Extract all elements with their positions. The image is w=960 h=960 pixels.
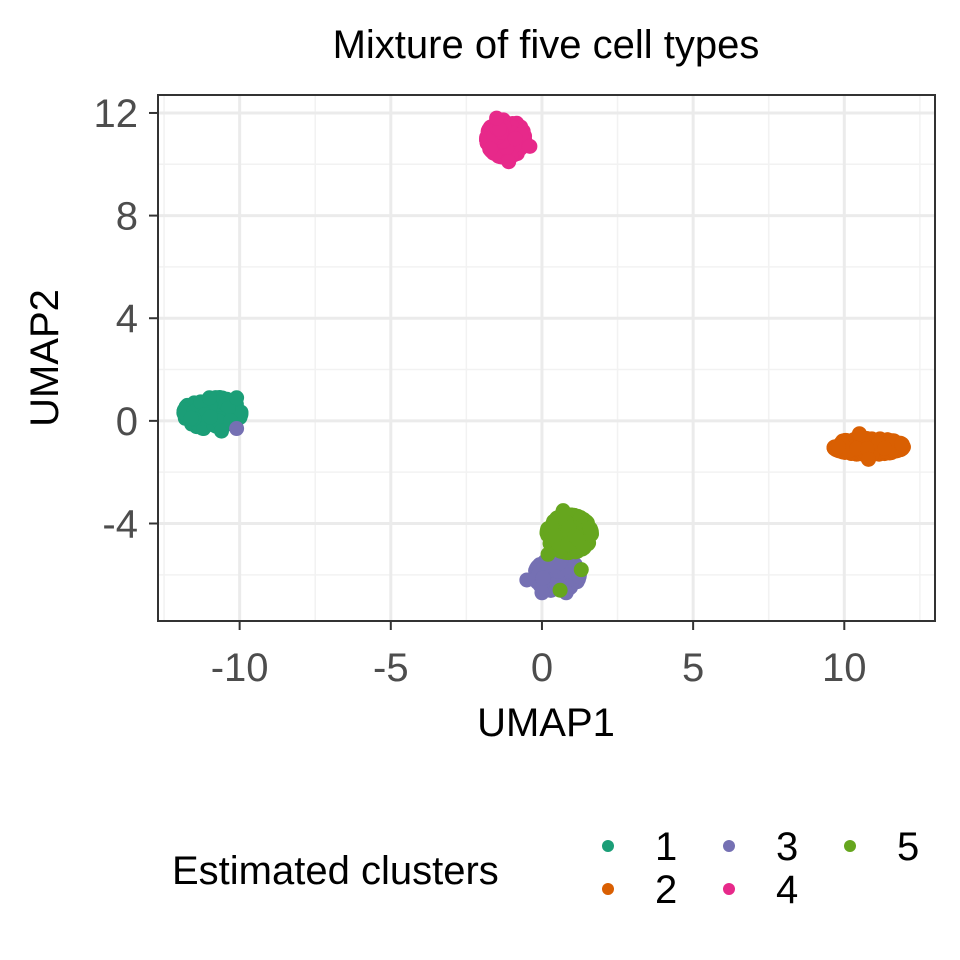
y-axis-title: UMAP2	[23, 289, 67, 427]
data-point	[483, 141, 499, 157]
y-axis: -4 0 4 8 12	[94, 92, 158, 546]
series-3	[229, 421, 587, 601]
data-point	[507, 131, 523, 147]
data-point	[233, 405, 249, 421]
data-point	[552, 582, 568, 598]
legend-label: 3	[776, 825, 798, 869]
legend-label: 2	[655, 868, 677, 912]
data-point	[213, 423, 229, 439]
plot-panel	[157, 94, 936, 622]
data-point	[830, 439, 846, 455]
chart-title: Mixture of five cell types	[333, 23, 760, 67]
data-point	[519, 572, 535, 588]
data-point	[849, 440, 865, 456]
series-5	[539, 503, 599, 598]
data-point	[894, 436, 910, 452]
legend-swatch	[602, 840, 614, 852]
y-tick-label: 0	[116, 400, 138, 444]
data-point	[535, 570, 551, 586]
x-axis-title: UMAP1	[477, 701, 615, 745]
legend-key-3: 3	[723, 825, 798, 869]
grid-major	[158, 95, 935, 621]
data-point	[201, 390, 217, 406]
panel-border	[157, 94, 936, 622]
legend-swatch	[602, 883, 614, 895]
data-point	[860, 451, 876, 467]
y-tick-label: 4	[116, 297, 138, 341]
legend-key-5: 5	[844, 825, 919, 869]
legend-label: 5	[897, 825, 919, 869]
data-point	[851, 426, 867, 442]
x-tick-label: 5	[682, 646, 704, 690]
points-layer	[176, 110, 911, 601]
legend-label: 1	[655, 825, 677, 869]
legend-title: Estimated clusters	[172, 849, 499, 893]
data-point	[534, 585, 550, 601]
data-point	[501, 154, 517, 170]
data-point	[522, 138, 538, 154]
series-2	[826, 426, 911, 467]
data-point	[582, 521, 598, 537]
data-point	[229, 421, 245, 437]
data-point	[547, 528, 563, 544]
legend-label: 4	[776, 868, 798, 912]
x-tick-label: 10	[822, 646, 867, 690]
legend-swatch	[723, 840, 735, 852]
y-tick-label: 12	[94, 92, 139, 136]
data-point	[202, 409, 218, 425]
legend-key-2: 2	[602, 868, 677, 912]
data-point	[570, 531, 586, 547]
x-tick-label: -10	[211, 646, 269, 690]
data-point	[877, 440, 893, 456]
x-tick-label: -5	[373, 646, 409, 690]
data-point	[183, 410, 199, 426]
x-tick-label: 0	[531, 646, 553, 690]
data-point	[229, 390, 245, 406]
legend-key-1: 1	[602, 825, 677, 869]
y-tick-label: -4	[102, 502, 138, 546]
legend-key-4: 4	[723, 868, 798, 912]
data-point	[489, 110, 505, 126]
data-point	[540, 546, 556, 562]
x-axis: -10 -5 0 5 10	[211, 621, 867, 690]
data-point	[220, 400, 236, 416]
y-tick-label: 8	[116, 195, 138, 239]
data-point	[573, 562, 589, 578]
data-point	[555, 503, 571, 519]
legend-swatch	[844, 840, 856, 852]
legend-keys: 12 34 5	[602, 825, 919, 912]
legend: Estimated clusters 12 34 5	[172, 825, 919, 912]
series-4	[479, 110, 538, 170]
legend-swatch	[723, 883, 735, 895]
